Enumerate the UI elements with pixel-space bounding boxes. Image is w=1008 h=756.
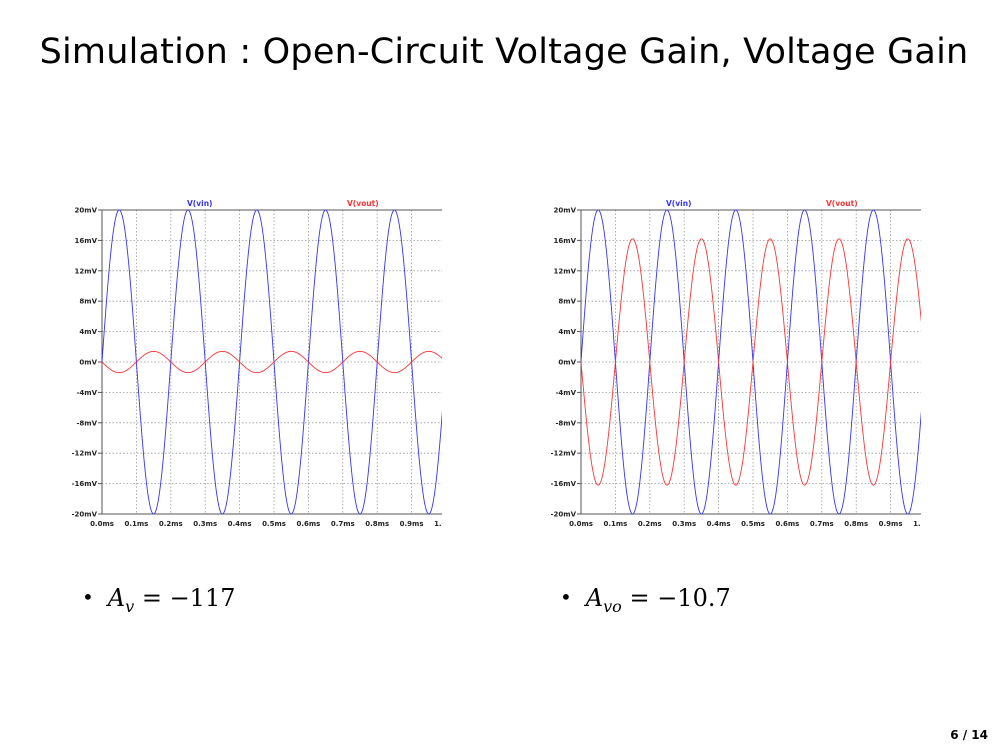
y-tick-label: -8mV [556, 419, 577, 427]
y-tick-label: -12mV [72, 450, 98, 458]
slide-title: Simulation : Open-Circuit Voltage Gain, … [39, 32, 969, 72]
x-tick-label: 0.1ms [603, 520, 627, 528]
series-line-vvout [101, 350, 442, 374]
y-tick-label: 4mV [79, 328, 97, 336]
series-line-vvout [580, 238, 921, 486]
gain-subscript: v [125, 597, 135, 616]
y-tick-label: -20mV [72, 511, 98, 519]
y-tick-label: 8mV [79, 298, 97, 306]
y-tick-label: -16mV [72, 480, 98, 488]
x-tick-label: 0.4ms [707, 520, 731, 528]
x-tick-label: 1.0ms [913, 520, 921, 528]
x-tick-label: 0.0ms [90, 520, 114, 528]
chart-svg-left: 0.0ms 0.1ms 0.2ms 0.3ms 0.4ms 0.5ms 0.6ms 0.7ms… [72, 199, 442, 528]
plot-frame [101, 209, 442, 515]
x-tick-label: 0.9ms [879, 520, 903, 528]
y-tick-label: 12mV [75, 267, 98, 275]
x-tick-label: 0.8ms [365, 520, 389, 528]
x-tick-label: 0.9ms [400, 520, 424, 528]
y-tick-label: 8mV [558, 298, 576, 306]
x-tick-label: 0.2ms [638, 520, 662, 528]
x-tick-label: 0.8ms [844, 520, 868, 528]
y-tick-label: 0mV [558, 359, 576, 367]
y-tick-label: 20mV [75, 207, 98, 215]
page-number: 6 / 14 [950, 728, 988, 742]
series-line-vvin [580, 209, 921, 515]
legend-vvin: V(vin) [666, 199, 691, 208]
y-tick-label: -4mV [556, 389, 577, 397]
y-tick-label: 4mV [558, 328, 576, 336]
gain-value: = −10.7 [629, 584, 731, 612]
bullet-dot: • [82, 585, 94, 609]
series-line-vvin [101, 209, 442, 515]
x-tick-label: 0.3ms [193, 520, 217, 528]
plot-frame [580, 209, 921, 515]
chart-svg-right: 0.0ms 0.1ms 0.2ms 0.3ms 0.4ms 0.5ms 0.6ms 0.7ms… [551, 199, 921, 528]
x-tick-label: 0.1ms [124, 520, 148, 528]
x-tick-label: 0.6ms [775, 520, 799, 528]
y-tick-label: -8mV [77, 419, 98, 427]
x-tick-label: 0.7ms [331, 520, 355, 528]
y-tick-label: 20mV [554, 207, 577, 215]
x-tick-label: 0.6ms [296, 520, 320, 528]
y-tick-label: 0mV [79, 359, 97, 367]
gain-bullet-right: • Avo = −10.7 [560, 584, 731, 616]
y-tick-label: -16mV [551, 480, 577, 488]
legend-vvout: V(vout) [826, 199, 858, 208]
x-tick-label: 0.5ms [741, 520, 765, 528]
gain-value: = −117 [141, 584, 236, 612]
x-tick-label: 0.0ms [569, 520, 593, 528]
gain-subscript: vo [603, 597, 622, 616]
y-tick-label: -4mV [77, 389, 98, 397]
legend-vvin: V(vin) [187, 199, 212, 208]
waveform-chart-left: 0.0ms 0.1ms 0.2ms 0.3ms 0.4ms 0.5ms 0.6ms 0.7ms… [52, 190, 442, 530]
waveform-chart-right: 0.0ms 0.1ms 0.2ms 0.3ms 0.4ms 0.5ms 0.6ms 0.7ms… [531, 190, 921, 530]
y-tick-label: -12mV [551, 450, 577, 458]
legend-vvout: V(vout) [347, 199, 379, 208]
y-tick-label: 12mV [554, 267, 577, 275]
x-tick-label: 0.5ms [262, 520, 286, 528]
bullet-dot: • [560, 585, 572, 609]
y-tick-label: 16mV [75, 237, 98, 245]
y-tick-label: 16mV [554, 237, 577, 245]
x-tick-label: 0.7ms [810, 520, 834, 528]
gain-var: A [107, 584, 126, 612]
gain-var: A [585, 584, 604, 612]
gain-bullet-left: • Av = −117 [82, 584, 235, 616]
x-tick-label: 0.3ms [672, 520, 696, 528]
y-tick-label: -20mV [551, 511, 577, 519]
x-tick-label: 0.2ms [159, 520, 183, 528]
x-tick-label: 0.4ms [228, 520, 252, 528]
x-tick-label: 1.0ms [434, 520, 442, 528]
